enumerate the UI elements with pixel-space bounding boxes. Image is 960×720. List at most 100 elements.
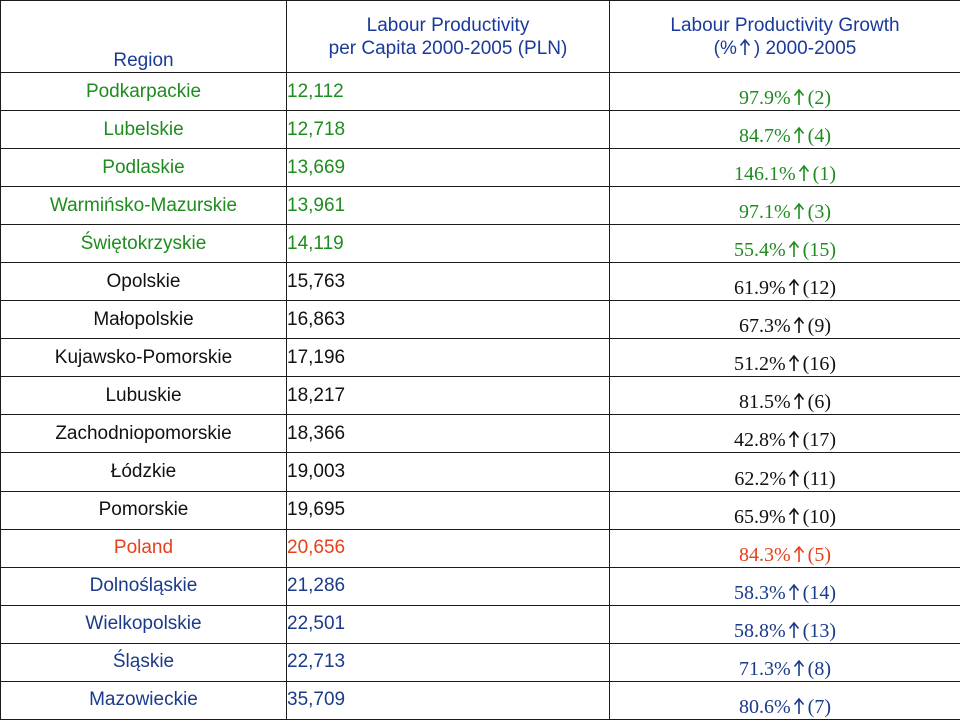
region-cell: Lubuskie bbox=[0, 376, 287, 416]
table-row: Kujawsko-Pomorskie 17,196 51.2% (16) bbox=[0, 338, 960, 378]
region-cell: Dolnośląskie bbox=[0, 566, 287, 606]
table-row: Warmińsko-Mazurskie 13,961 97.1% (3) bbox=[0, 186, 960, 226]
growth-cell: 97.1% (3) bbox=[609, 186, 960, 226]
growth-cell: 84.7% (4) bbox=[609, 110, 960, 150]
growth-value: 80.6% bbox=[739, 696, 791, 718]
productivity-cell: 20,656 bbox=[286, 528, 610, 568]
growth-value: 58.8% bbox=[734, 619, 786, 642]
up-arrow-icon bbox=[793, 697, 804, 714]
growth-value: 65.9% bbox=[734, 505, 786, 528]
region-cell: Mazowieckie bbox=[0, 680, 287, 720]
up-arrow-icon bbox=[793, 202, 804, 220]
region-cell: Podkarpackie bbox=[0, 71, 287, 112]
growth-value: 146.1% bbox=[734, 163, 796, 186]
region-cell: Świętokrzyskie bbox=[0, 224, 287, 264]
up-arrow-icon bbox=[788, 583, 799, 600]
growth-rank: (7) bbox=[807, 696, 831, 718]
growth-value: 81.5% bbox=[739, 391, 791, 414]
header-productivity-line2: per Capita 2000-2005 (PLN) bbox=[328, 37, 568, 59]
growth-rank: (2) bbox=[807, 87, 831, 110]
header-growth-line1: Labour Productivity Growth bbox=[670, 14, 900, 36]
productivity-cell: 18,217 bbox=[286, 376, 610, 416]
growth-rank: (16) bbox=[802, 353, 836, 376]
growth-value: 55.4% bbox=[734, 239, 786, 262]
growth-cell: 42.8% (17) bbox=[609, 414, 960, 454]
growth-value: 84.3% bbox=[739, 543, 791, 566]
up-arrow-icon bbox=[793, 88, 804, 106]
growth-value: 71.3% bbox=[739, 657, 791, 680]
growth-cell: 71.3% (8) bbox=[609, 642, 960, 682]
header-row: Region Labour Productivity per Capita 20… bbox=[0, 0, 960, 73]
up-arrow-icon bbox=[793, 393, 804, 410]
up-arrow-icon bbox=[788, 469, 800, 486]
productivity-cell: 22,501 bbox=[286, 604, 610, 644]
productivity-cell: 13,669 bbox=[286, 148, 610, 188]
growth-rank: (5) bbox=[807, 543, 831, 566]
up-arrow-icon bbox=[793, 126, 804, 144]
region-cell: Kujawsko-Pomorskie bbox=[0, 338, 287, 378]
growth-rank: (1) bbox=[812, 163, 836, 186]
productivity-cell: 19,003 bbox=[286, 452, 610, 492]
region-cell: Wielkopolskie bbox=[0, 604, 287, 644]
growth-cell: 61.9% (12) bbox=[609, 262, 960, 302]
growth-rank: (14) bbox=[802, 581, 836, 604]
region-cell: Podlaskie bbox=[0, 148, 287, 188]
growth-value: 97.1% bbox=[739, 201, 791, 224]
up-arrow-icon bbox=[788, 431, 799, 448]
region-cell: Warmińsko-Mazurskie bbox=[0, 186, 287, 226]
growth-cell: 65.9% (10) bbox=[609, 490, 960, 530]
region-cell: Poland bbox=[0, 528, 287, 568]
table-row: Wielkopolskie 22,501 58.8% (13) bbox=[0, 604, 960, 644]
productivity-cell: 21,286 bbox=[286, 566, 610, 606]
growth-cell: 80.6% (7) bbox=[609, 680, 960, 720]
header-growth: Labour Productivity Growth (% ) 2000-2005 bbox=[609, 0, 960, 73]
growth-cell: 81.5% (6) bbox=[609, 376, 960, 416]
table-row: Opolskie 15,763 61.9% (12) bbox=[0, 262, 960, 302]
growth-cell: 62.2% (11) bbox=[609, 452, 960, 492]
up-arrow-icon bbox=[788, 621, 799, 638]
table-row: Świętokrzyskie 14,119 55.4% (15) bbox=[0, 224, 960, 264]
header-growth-line2: (% ) 2000-2005 bbox=[611, 37, 960, 60]
productivity-cell: 18,366 bbox=[286, 414, 610, 454]
header-growth-suffix: ) 2000-2005 bbox=[753, 37, 857, 59]
growth-cell: 146.1% (1) bbox=[609, 148, 960, 188]
region-cell: Zachodniopomorskie bbox=[0, 414, 287, 454]
up-arrow-icon bbox=[793, 545, 804, 562]
table-row: Mazowieckie 35,709 80.6% (7) bbox=[0, 680, 960, 720]
growth-rank: (9) bbox=[807, 315, 831, 338]
table-row: Małopolskie 16,863 67.3% (9) bbox=[0, 300, 960, 340]
table-row: Lubelskie 12,718 84.7% (4) bbox=[0, 110, 960, 150]
up-arrow-icon bbox=[793, 659, 804, 676]
header-region-label: Region bbox=[113, 50, 174, 71]
productivity-cell: 19,695 bbox=[286, 490, 610, 530]
growth-rank: (3) bbox=[807, 201, 831, 224]
header-growth-prefix: (% bbox=[713, 37, 737, 59]
productivity-cell: 35,709 bbox=[286, 680, 610, 720]
region-cell: Opolskie bbox=[0, 262, 287, 302]
table-row: Lubuskie 18,217 81.5% (6) bbox=[0, 376, 960, 416]
growth-value: 84.7% bbox=[739, 125, 791, 148]
productivity-cell: 16,863 bbox=[286, 300, 610, 340]
region-cell: Lubelskie bbox=[0, 110, 287, 150]
up-arrow-icon bbox=[788, 507, 799, 524]
growth-cell: 84.3% (5) bbox=[609, 528, 960, 568]
growth-value: 67.3% bbox=[739, 315, 791, 338]
table-row: Łódzkie 19,003 62.2% (11) bbox=[0, 452, 960, 492]
growth-value: 42.8% bbox=[734, 429, 786, 452]
header-productivity-line1: Labour Productivity bbox=[366, 14, 530, 36]
growth-rank: (4) bbox=[807, 125, 831, 148]
growth-cell: 97.9% (2) bbox=[609, 71, 960, 112]
growth-rank: (8) bbox=[807, 657, 831, 680]
table-row: Zachodniopomorskie 18,366 42.8% (17) bbox=[0, 414, 960, 454]
table-row: Śląskie 22,713 71.3% (8) bbox=[0, 642, 960, 682]
region-cell: Łódzkie bbox=[0, 452, 287, 492]
growth-rank: (11) bbox=[803, 467, 836, 490]
growth-cell: 55.4% (15) bbox=[609, 224, 960, 264]
header-productivity: Labour Productivity per Capita 2000-2005… bbox=[286, 0, 610, 73]
growth-rank: (17) bbox=[802, 429, 836, 452]
header-region: Region bbox=[0, 0, 287, 73]
growth-rank: (15) bbox=[802, 239, 836, 262]
growth-rank: (6) bbox=[807, 391, 831, 414]
up-arrow-icon bbox=[739, 38, 750, 55]
